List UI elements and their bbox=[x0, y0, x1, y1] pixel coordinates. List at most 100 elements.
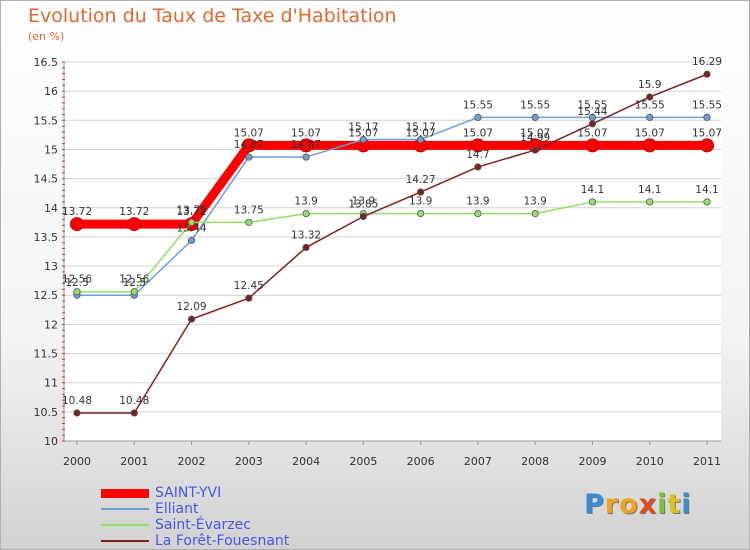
data-label-2: 13.9 bbox=[352, 196, 375, 208]
data-label-0: 13.72 bbox=[119, 206, 149, 218]
x-tick-label: 2005 bbox=[349, 455, 377, 468]
data-label-2: 14.1 bbox=[695, 184, 718, 196]
data-point-0 bbox=[700, 138, 714, 153]
x-tick-label: 2010 bbox=[636, 455, 664, 468]
data-label-3: 13.32 bbox=[291, 229, 321, 241]
y-tick-label: 15 bbox=[44, 143, 58, 156]
series-line-1 bbox=[77, 116, 707, 296]
data-label-3: 14.27 bbox=[406, 174, 436, 186]
y-tick-label: 11.5 bbox=[34, 348, 59, 361]
data-point-3 bbox=[646, 93, 654, 101]
x-tick-label: 2006 bbox=[407, 455, 435, 468]
x-tick-label: 2002 bbox=[178, 455, 206, 468]
series-line-0 bbox=[77, 140, 707, 229]
y-tick-label: 15.5 bbox=[34, 114, 59, 127]
y-tick-label: 16.5 bbox=[34, 56, 59, 69]
y-tick-label: 11 bbox=[44, 377, 58, 390]
data-point-1 bbox=[302, 153, 310, 161]
data-point-3 bbox=[417, 188, 425, 196]
data-point-0 bbox=[470, 138, 485, 153]
data-point-2 bbox=[302, 210, 310, 218]
data-point-0 bbox=[127, 217, 142, 232]
data-point-1 bbox=[187, 236, 196, 245]
data-point-2 bbox=[245, 218, 253, 226]
y-tick-label: 14 bbox=[44, 202, 58, 215]
data-label-3: 14.99 bbox=[520, 132, 550, 144]
logo-letter: P bbox=[584, 489, 605, 520]
x-tick-label: 2008 bbox=[521, 455, 549, 468]
data-point-2 bbox=[588, 198, 597, 206]
y-tick-label: 14.5 bbox=[34, 173, 59, 186]
data-label-0: 15.07 bbox=[406, 127, 436, 139]
data-label-1: 15.55 bbox=[577, 99, 607, 111]
data-point-3 bbox=[245, 294, 253, 302]
data-point-2 bbox=[130, 288, 138, 296]
data-label-2: 12.56 bbox=[62, 274, 92, 286]
data-point-1 bbox=[646, 113, 654, 121]
data-label-1: 15.55 bbox=[463, 99, 493, 111]
data-label-1: 15.55 bbox=[635, 99, 665, 111]
data-label-2: 14.1 bbox=[638, 184, 661, 196]
data-label-2: 13.9 bbox=[409, 196, 432, 208]
data-point-3 bbox=[474, 163, 482, 171]
data-label-3: 13.85 bbox=[348, 199, 378, 211]
data-label-0: 15.07 bbox=[291, 127, 321, 139]
data-point-3 bbox=[703, 70, 711, 78]
chart-subtitle: (en %) bbox=[28, 30, 65, 43]
data-point-3 bbox=[187, 315, 196, 323]
data-point-0 bbox=[642, 138, 657, 153]
logo-letter: i bbox=[657, 489, 668, 520]
data-label-1: 13.44 bbox=[177, 222, 207, 234]
legend-label-saint-yvi: SAINT-YVI bbox=[155, 485, 222, 501]
data-point-3 bbox=[130, 409, 138, 417]
data-label-0: 15.07 bbox=[692, 127, 722, 139]
data-label-1: 15.17 bbox=[348, 122, 378, 134]
data-point-3 bbox=[302, 243, 310, 252]
data-point-3 bbox=[531, 146, 539, 154]
data-label-1: 12.5 bbox=[123, 277, 146, 289]
y-tick-label: 12 bbox=[44, 318, 58, 331]
data-label-3: 16.29 bbox=[692, 56, 722, 68]
data-point-2 bbox=[703, 198, 711, 206]
legend-swatch-la-foret-fouesnant bbox=[101, 540, 149, 542]
y-tick-label: 10.5 bbox=[34, 406, 59, 419]
y-tick-label: 13 bbox=[44, 260, 58, 273]
data-point-0 bbox=[241, 138, 256, 153]
data-label-2: 12.56 bbox=[119, 274, 149, 286]
data-label-3: 15.9 bbox=[638, 79, 661, 91]
legend-label-elliant: Elliant bbox=[155, 501, 199, 517]
data-label-1: 15.55 bbox=[692, 99, 722, 111]
data-label-3: 12.45 bbox=[234, 280, 264, 292]
data-point-2 bbox=[417, 210, 425, 218]
data-point-2 bbox=[531, 210, 539, 218]
data-label-0: 13.72 bbox=[62, 206, 92, 218]
legend-swatch-saint-evarzec bbox=[101, 524, 149, 526]
data-label-3: 12.09 bbox=[177, 301, 207, 313]
data-point-3 bbox=[359, 212, 367, 221]
x-tick-label: 2011 bbox=[693, 455, 721, 468]
x-tick-label: 2007 bbox=[464, 455, 492, 468]
proxiti-logo: Proxiti bbox=[584, 489, 692, 520]
logo-letter: o bbox=[619, 489, 639, 520]
data-label-1: 12.5 bbox=[65, 277, 88, 289]
x-tick-label: 2004 bbox=[292, 455, 320, 468]
data-label-0: 15.07 bbox=[463, 127, 493, 139]
data-point-3 bbox=[588, 120, 597, 128]
data-label-3: 15.44 bbox=[577, 106, 607, 118]
logo-letter: r bbox=[604, 489, 620, 520]
y-tick-label: 10 bbox=[44, 435, 58, 448]
logo-letter: i bbox=[681, 489, 692, 520]
plot-area bbox=[64, 62, 721, 441]
data-point-2 bbox=[187, 218, 196, 226]
series-line-3 bbox=[77, 73, 708, 414]
series-line-2 bbox=[77, 201, 707, 293]
data-label-2: 13.9 bbox=[466, 196, 489, 208]
y-tick-label: 12.5 bbox=[34, 289, 59, 302]
data-label-0: 15.07 bbox=[635, 127, 665, 139]
logo-letter: t bbox=[667, 489, 682, 520]
data-label-0: 15.07 bbox=[577, 127, 607, 139]
data-point-2 bbox=[73, 288, 81, 296]
x-tick-label: 2001 bbox=[120, 455, 148, 468]
